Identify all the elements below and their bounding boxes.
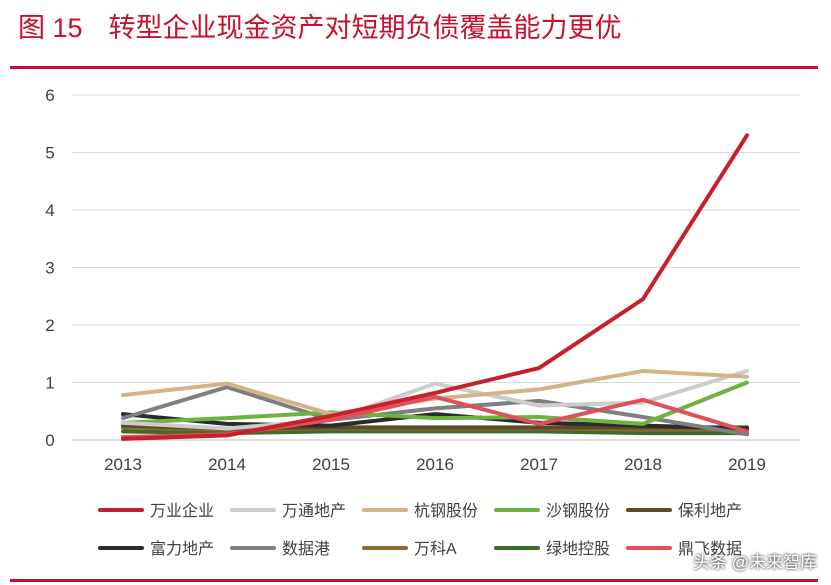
legend-item: 保利地产 [626, 502, 742, 520]
legend-item: 万业企业 [98, 502, 214, 520]
legend-item: 鼎飞数据 [626, 540, 742, 558]
x-tick-label: 2015 [312, 455, 350, 474]
figure-title-text: 转型企业现金资产对短期负债覆盖能力更优 [108, 13, 622, 43]
legend-item: 数据港 [230, 540, 330, 558]
legend-item: 绿地控股 [494, 540, 610, 558]
x-tick-label: 2013 [104, 455, 142, 474]
y-tick-label: 4 [45, 201, 54, 220]
series-line-3 [121, 380, 749, 426]
figure-title: 图 15 转型企业现金资产对短期负债覆盖能力更优 [18, 8, 622, 48]
x-tick-label: 2016 [416, 455, 454, 474]
x-axis-ticks: 2013 2014 2015 2016 2017 2018 2019 [104, 455, 766, 474]
legend-label: 万业企业 [150, 502, 214, 520]
legend-label: 富力地产 [150, 540, 214, 558]
watermark: 头条 @未来智库 [693, 553, 817, 572]
legend-item: 杭钢股份 [362, 502, 478, 520]
legend-item: 富力地产 [98, 540, 214, 558]
legend-item: 万科A [362, 540, 457, 558]
y-axis-ticks: 0 1 2 3 4 5 6 [45, 86, 54, 450]
legend-item: 沙钢股份 [494, 502, 610, 520]
x-tick-label: 2017 [520, 455, 558, 474]
x-tick-label: 2014 [208, 455, 246, 474]
series-line-1 [121, 369, 749, 431]
legend-label: 保利地产 [678, 502, 742, 520]
y-tick-label: 5 [45, 144, 54, 163]
legend-item: 万通地产 [230, 502, 346, 520]
series-line-0 [121, 133, 749, 441]
y-tick-label: 6 [45, 86, 54, 105]
legend-label: 数据港 [282, 540, 330, 558]
legend-label: 万通地产 [282, 502, 346, 520]
gridlines [72, 94, 800, 441]
y-tick-label: 3 [45, 259, 54, 278]
series-lines [121, 133, 749, 441]
legend-label: 绿地控股 [546, 540, 610, 558]
series-line-6 [121, 385, 749, 437]
legend-label: 杭钢股份 [414, 502, 478, 520]
legend-label: 鼎飞数据 [678, 540, 742, 558]
bottom-divider [10, 579, 818, 582]
x-tick-label: 2019 [728, 455, 766, 474]
y-tick-label: 2 [45, 316, 54, 335]
figure-number: 图 15 [18, 13, 83, 43]
y-tick-label: 0 [45, 431, 54, 450]
legend-label: 万科A [414, 540, 457, 558]
y-tick-label: 1 [45, 374, 54, 393]
top-divider [10, 66, 818, 69]
x-tick-label: 2018 [624, 455, 662, 474]
legend-label: 沙钢股份 [546, 502, 610, 520]
